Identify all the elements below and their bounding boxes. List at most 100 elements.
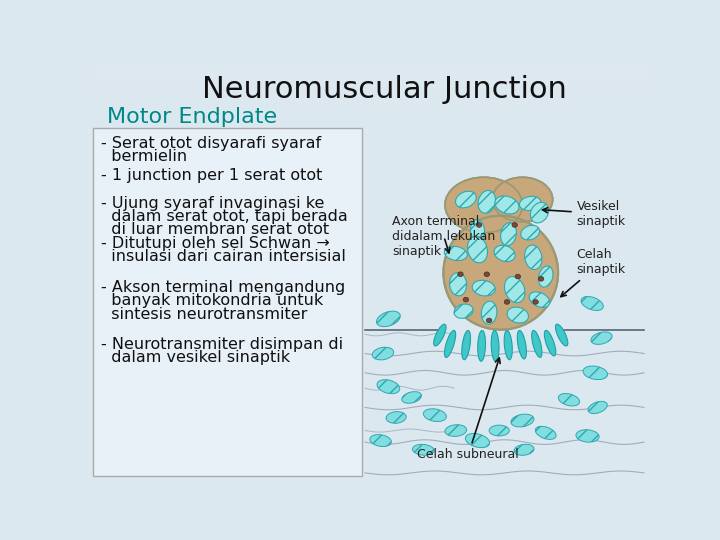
Bar bbox=[90, 314, 648, 335]
Ellipse shape bbox=[495, 196, 519, 214]
Ellipse shape bbox=[454, 304, 473, 319]
Ellipse shape bbox=[489, 425, 509, 436]
Ellipse shape bbox=[531, 202, 549, 223]
Ellipse shape bbox=[494, 245, 515, 261]
Text: dalam serat otot, tapi berada: dalam serat otot, tapi berada bbox=[101, 209, 348, 224]
Text: banyak mitokondria untuk: banyak mitokondria untuk bbox=[101, 294, 323, 308]
Ellipse shape bbox=[517, 330, 526, 359]
Ellipse shape bbox=[533, 300, 539, 304]
Ellipse shape bbox=[512, 222, 518, 227]
Ellipse shape bbox=[591, 332, 612, 345]
Bar bbox=[90, 65, 648, 85]
Ellipse shape bbox=[377, 380, 400, 394]
Bar bbox=[90, 397, 648, 418]
Text: insulasi dari cairan intersisial: insulasi dari cairan intersisial bbox=[101, 249, 346, 264]
Ellipse shape bbox=[372, 347, 394, 360]
Ellipse shape bbox=[456, 191, 476, 208]
Ellipse shape bbox=[444, 330, 456, 357]
Bar bbox=[90, 418, 648, 439]
Text: - Ditutupi oleh sel Schwan →: - Ditutupi oleh sel Schwan → bbox=[101, 236, 330, 251]
Ellipse shape bbox=[467, 237, 487, 263]
Bar bbox=[90, 377, 648, 397]
Ellipse shape bbox=[377, 311, 400, 327]
Ellipse shape bbox=[559, 394, 580, 406]
Ellipse shape bbox=[555, 324, 568, 346]
Ellipse shape bbox=[583, 366, 608, 380]
Bar bbox=[90, 439, 648, 460]
Ellipse shape bbox=[444, 215, 558, 330]
Ellipse shape bbox=[514, 444, 534, 455]
Text: - Ujung syaraf invaginasi ke: - Ujung syaraf invaginasi ke bbox=[101, 195, 324, 211]
Ellipse shape bbox=[413, 444, 434, 455]
Bar bbox=[90, 148, 648, 169]
Ellipse shape bbox=[402, 392, 421, 403]
Ellipse shape bbox=[521, 225, 539, 240]
Ellipse shape bbox=[515, 274, 521, 279]
Bar bbox=[90, 231, 648, 252]
Text: sintesis neurotransmiter: sintesis neurotransmiter bbox=[101, 307, 307, 322]
Ellipse shape bbox=[470, 220, 485, 241]
Ellipse shape bbox=[484, 272, 490, 276]
Text: - Serat otot disyarafi syaraf: - Serat otot disyarafi syaraf bbox=[101, 136, 321, 151]
Ellipse shape bbox=[477, 330, 485, 361]
Ellipse shape bbox=[433, 324, 446, 346]
Ellipse shape bbox=[519, 197, 541, 211]
Text: - 1 junction per 1 serat otot: - 1 junction per 1 serat otot bbox=[101, 168, 323, 183]
Ellipse shape bbox=[472, 280, 495, 296]
Ellipse shape bbox=[504, 300, 510, 304]
Ellipse shape bbox=[458, 272, 463, 276]
Bar bbox=[90, 273, 648, 294]
Bar bbox=[90, 335, 648, 356]
Bar bbox=[90, 460, 648, 481]
Text: Vesikel
sinaptik: Vesikel sinaptik bbox=[543, 200, 626, 227]
Text: dalam vesikel sinaptik: dalam vesikel sinaptik bbox=[101, 350, 290, 366]
Ellipse shape bbox=[482, 301, 497, 324]
Ellipse shape bbox=[500, 222, 516, 246]
Ellipse shape bbox=[487, 318, 492, 323]
Text: Motor Endplate: Motor Endplate bbox=[107, 107, 277, 127]
Bar bbox=[90, 85, 648, 106]
Bar bbox=[90, 127, 648, 148]
Ellipse shape bbox=[491, 330, 499, 361]
Ellipse shape bbox=[544, 330, 556, 356]
Text: bermielin: bermielin bbox=[101, 148, 187, 164]
Ellipse shape bbox=[445, 177, 523, 233]
Text: Celah
sinaptik: Celah sinaptik bbox=[561, 248, 626, 296]
Ellipse shape bbox=[505, 276, 525, 303]
Text: di luar membran serat otot: di luar membran serat otot bbox=[101, 222, 329, 237]
Ellipse shape bbox=[492, 177, 553, 222]
Ellipse shape bbox=[507, 307, 528, 323]
Ellipse shape bbox=[529, 292, 550, 307]
Ellipse shape bbox=[581, 296, 603, 310]
Text: - Akson terminal mengandung: - Akson terminal mengandung bbox=[101, 280, 345, 295]
Ellipse shape bbox=[445, 425, 467, 436]
Ellipse shape bbox=[465, 434, 490, 448]
Ellipse shape bbox=[462, 330, 470, 360]
Ellipse shape bbox=[576, 430, 599, 442]
Ellipse shape bbox=[444, 246, 467, 261]
Text: Axon terminal
didalam lekukan
sinaptik: Axon terminal didalam lekukan sinaptik bbox=[392, 215, 495, 258]
Ellipse shape bbox=[478, 191, 495, 213]
Ellipse shape bbox=[531, 330, 542, 357]
Ellipse shape bbox=[483, 190, 526, 220]
Ellipse shape bbox=[539, 276, 544, 281]
Ellipse shape bbox=[370, 435, 392, 447]
Bar bbox=[90, 190, 648, 211]
Bar bbox=[90, 168, 648, 190]
Bar bbox=[90, 252, 648, 273]
Ellipse shape bbox=[477, 222, 482, 227]
Bar bbox=[90, 294, 648, 314]
Bar bbox=[90, 211, 648, 231]
Ellipse shape bbox=[449, 273, 467, 296]
Ellipse shape bbox=[386, 411, 406, 423]
Text: - Neurotransmiter disimpan di: - Neurotransmiter disimpan di bbox=[101, 338, 343, 353]
Ellipse shape bbox=[423, 409, 446, 422]
Bar bbox=[90, 106, 648, 127]
Ellipse shape bbox=[511, 414, 534, 427]
Ellipse shape bbox=[539, 266, 553, 287]
Ellipse shape bbox=[504, 330, 513, 360]
Text: Celah subneural: Celah subneural bbox=[418, 358, 519, 461]
FancyBboxPatch shape bbox=[93, 128, 362, 476]
Ellipse shape bbox=[535, 426, 556, 440]
Ellipse shape bbox=[525, 245, 542, 269]
